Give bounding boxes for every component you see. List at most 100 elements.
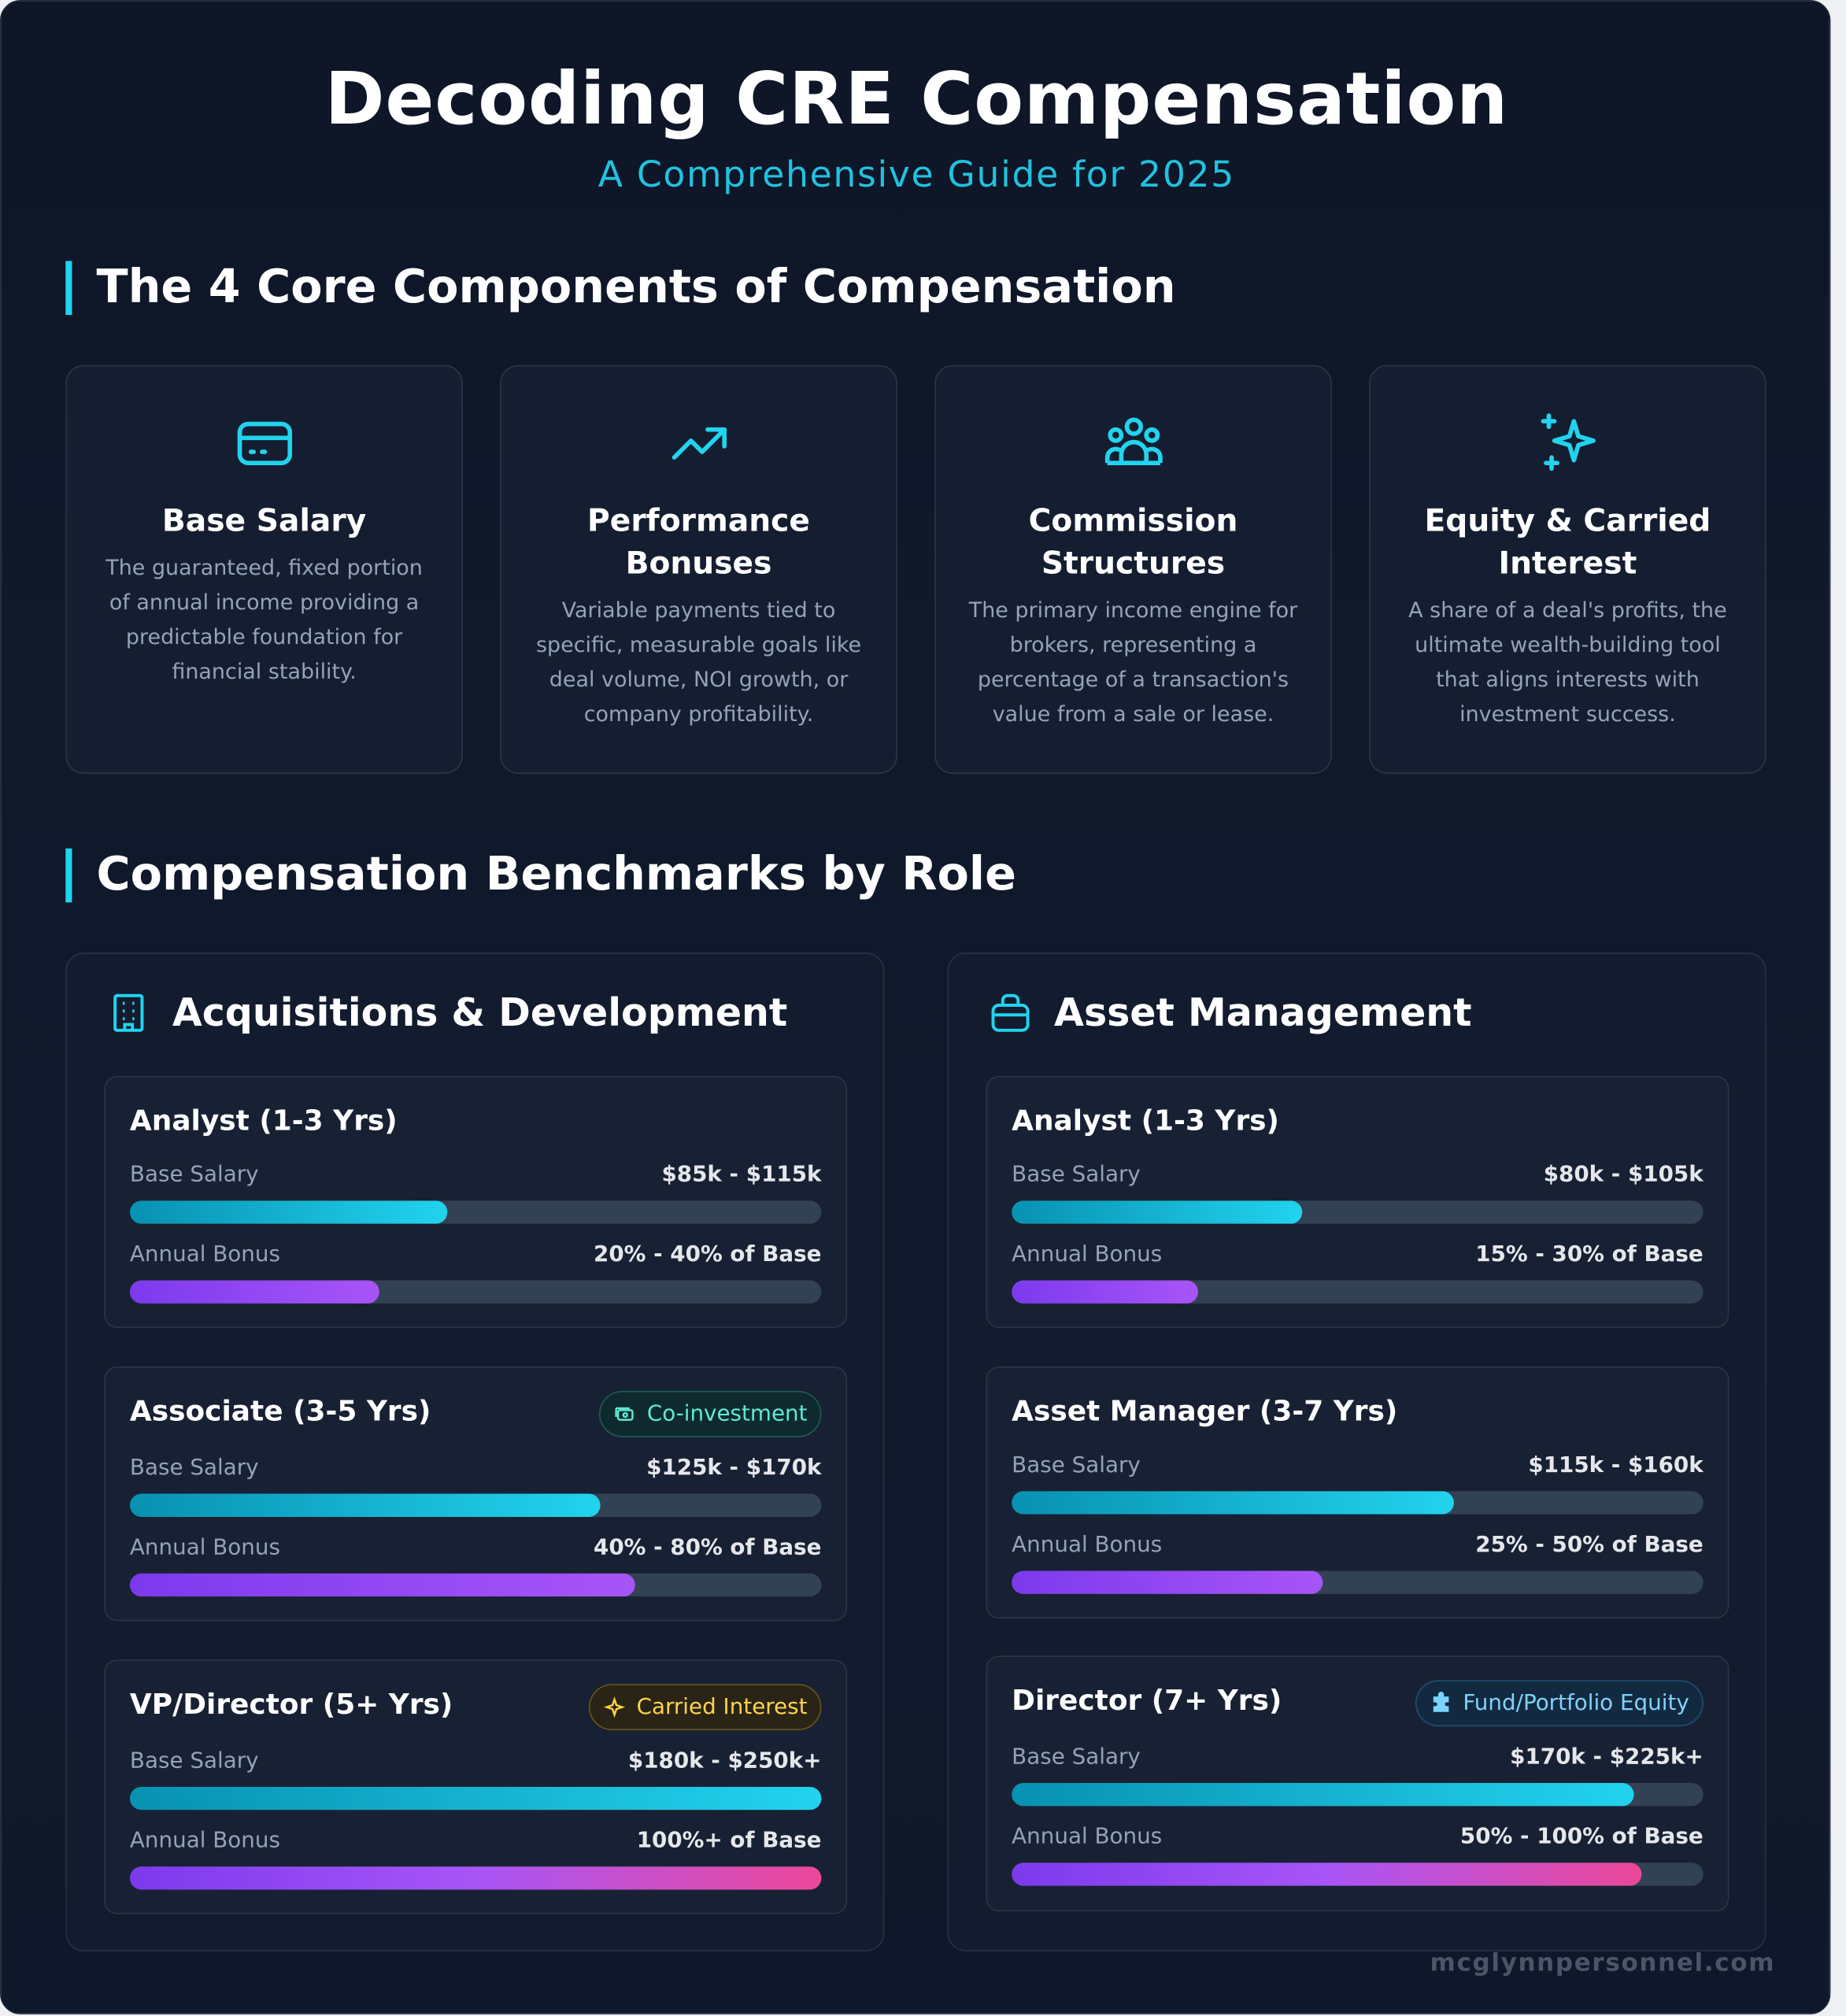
bonus-bar bbox=[129, 1866, 822, 1890]
card-description: A share of a deal's profits, the ultimat… bbox=[1408, 597, 1727, 727]
bonus-row: Annual Bonus 100%+ of Base bbox=[130, 1828, 822, 1854]
base-salary-row: Base Salary $80k - $105k bbox=[1012, 1162, 1704, 1188]
bonus-bar bbox=[129, 1280, 822, 1304]
bonus-value: 40% - 80% of Base bbox=[594, 1534, 822, 1561]
bonus-fill bbox=[1012, 1280, 1199, 1304]
base-salary-value: $85k - $115k bbox=[661, 1162, 822, 1188]
group-asset-management: Asset Management Analyst (1-3 Yrs) Base S… bbox=[947, 953, 1766, 1951]
base-salary-label: Base Salary bbox=[129, 1162, 259, 1188]
role-title: Analyst (1-3 Yrs) bbox=[1012, 1105, 1279, 1138]
card-title: Commission Structures bbox=[1028, 502, 1238, 582]
base-salary-label: Base Salary bbox=[1012, 1162, 1141, 1188]
bonus-bar bbox=[1012, 1862, 1704, 1886]
role-title: Director (7+ Yrs) bbox=[1012, 1685, 1282, 1718]
users-icon bbox=[1104, 417, 1162, 465]
role-card: Director (7+ Yrs) Fund/Portfolio Equity Ba… bbox=[986, 1655, 1729, 1912]
bonus-fill bbox=[1012, 1570, 1323, 1594]
base-salary-bar bbox=[1012, 1782, 1704, 1807]
role-badge: Carried Interest bbox=[589, 1684, 822, 1731]
role-card: Analyst (1-3 Yrs) Base Salary $85k - $115k… bbox=[104, 1075, 848, 1328]
bonus-fill bbox=[129, 1866, 822, 1890]
bonus-row: Annual Bonus 50% - 100% of Base bbox=[1012, 1824, 1704, 1850]
role-badge: Co-investment bbox=[599, 1390, 822, 1437]
puzzle-icon bbox=[1430, 1692, 1452, 1715]
base-salary-row: Base Salary $115k - $160k bbox=[1012, 1452, 1704, 1478]
component-card-performance-bonuses: Performance Bonuses Variable payments ti… bbox=[500, 364, 897, 775]
group-title: Acquisitions & Development bbox=[172, 990, 788, 1036]
base-salary-row: Base Salary $180k - $250k+ bbox=[130, 1748, 822, 1774]
base-salary-bar bbox=[1012, 1491, 1704, 1515]
trending-up-icon bbox=[671, 427, 727, 460]
card-title: Performance Bonuses bbox=[587, 502, 810, 582]
briefcase-icon bbox=[991, 993, 1030, 1032]
base-salary-value: $115k - $160k bbox=[1528, 1452, 1704, 1478]
base-salary-label: Base Salary bbox=[129, 1455, 259, 1481]
page-title: Decoding CRE Compensation bbox=[324, 57, 1509, 142]
badge-label: Carried Interest bbox=[636, 1694, 808, 1720]
base-salary-fill bbox=[1012, 1782, 1634, 1807]
money-icon bbox=[613, 1403, 636, 1426]
base-salary-value: $180k - $250k+ bbox=[627, 1748, 822, 1774]
role-title: Associate (3-5 Yrs) bbox=[129, 1396, 431, 1429]
base-salary-fill bbox=[129, 1786, 822, 1811]
base-salary-fill bbox=[1012, 1491, 1455, 1515]
role-card: VP/Director (5+ Yrs) Carried Interest Base… bbox=[104, 1659, 848, 1914]
section-heading-components: The 4 Core Components of Compensation bbox=[65, 261, 1176, 316]
base-salary-row: Base Salary $125k - $170k bbox=[130, 1456, 822, 1481]
base-salary-fill bbox=[1012, 1200, 1303, 1224]
base-salary-fill bbox=[129, 1200, 449, 1224]
bonus-value: 50% - 100% of Base bbox=[1459, 1824, 1704, 1850]
bonus-bar bbox=[129, 1573, 822, 1597]
bonus-fill bbox=[129, 1573, 635, 1597]
card-title: Base Salary bbox=[161, 502, 367, 539]
group-acquisitions: Acquisitions & Development Analyst (1-3 … bbox=[65, 953, 885, 1951]
role-card: Analyst (1-3 Yrs) Base Salary $80k - $105k… bbox=[986, 1075, 1729, 1328]
group-title: Asset Management bbox=[1054, 990, 1472, 1036]
role-card: Associate (3-5 Yrs) Co-investment Base Sal… bbox=[104, 1366, 848, 1622]
bonus-row: Annual Bonus 15% - 30% of Base bbox=[1012, 1241, 1704, 1267]
base-salary-label: Base Salary bbox=[1012, 1744, 1141, 1770]
bonus-value: 25% - 50% of Base bbox=[1475, 1532, 1704, 1559]
component-card-base-salary: Base Salary The guaranteed, fixed portio… bbox=[65, 364, 463, 775]
base-salary-bar bbox=[129, 1200, 822, 1224]
card-description: The primary income engine for brokers, r… bbox=[968, 597, 1298, 727]
base-salary-row: Base Salary $85k - $115k bbox=[130, 1162, 822, 1188]
bonus-row: Annual Bonus 20% - 40% of Base bbox=[130, 1241, 822, 1267]
base-salary-row: Base Salary $170k - $225k+ bbox=[1012, 1744, 1704, 1770]
building-icon bbox=[113, 993, 144, 1032]
base-salary-value: $125k - $170k bbox=[646, 1455, 822, 1481]
section-heading-benchmarks: Compensation Benchmarks by Role bbox=[65, 848, 1016, 903]
bonus-bar bbox=[1012, 1280, 1704, 1304]
base-salary-bar bbox=[129, 1493, 822, 1517]
sparkle-icon bbox=[603, 1696, 626, 1718]
base-salary-bar bbox=[1012, 1200, 1704, 1224]
card-title: Equity & Carried Interest bbox=[1424, 502, 1711, 582]
card-description: The guaranteed, fixed portion of annual … bbox=[105, 555, 423, 684]
badge-label: Fund/Portfolio Equity bbox=[1463, 1690, 1689, 1717]
bonus-bar bbox=[1012, 1570, 1704, 1594]
sparkles-icon bbox=[1540, 413, 1596, 472]
role-badge: Fund/Portfolio Equity bbox=[1415, 1680, 1704, 1727]
badge-label: Co-investment bbox=[646, 1400, 808, 1427]
role-title: VP/Director (5+ Yrs) bbox=[129, 1689, 453, 1722]
component-card-commission: Commission Structures The primary income… bbox=[934, 364, 1332, 775]
card-description: Variable payments tied to specific, meas… bbox=[535, 597, 862, 727]
base-salary-value: $80k - $105k bbox=[1543, 1162, 1704, 1188]
role-card: Asset Manager (3-7 Yrs) Base Salary $115k … bbox=[986, 1366, 1729, 1618]
bonus-fill bbox=[1012, 1862, 1641, 1886]
base-salary-label: Base Salary bbox=[129, 1748, 259, 1774]
credit-card-icon bbox=[236, 421, 292, 465]
bonus-row: Annual Bonus 40% - 80% of Base bbox=[130, 1535, 822, 1561]
bonus-label: Annual Bonus bbox=[1012, 1824, 1163, 1850]
bonus-label: Annual Bonus bbox=[129, 1534, 280, 1561]
bonus-value: 100%+ of Base bbox=[636, 1828, 822, 1854]
base-salary-bar bbox=[129, 1786, 822, 1811]
role-title: Analyst (1-3 Yrs) bbox=[129, 1105, 398, 1138]
base-salary-value: $170k - $225k+ bbox=[1510, 1744, 1704, 1770]
page-subtitle: A Comprehensive Guide for 2025 bbox=[597, 153, 1235, 196]
component-card-equity: Equity & Carried Interest A share of a d… bbox=[1369, 364, 1766, 775]
base-salary-fill bbox=[129, 1493, 601, 1517]
role-title: Asset Manager (3-7 Yrs) bbox=[1012, 1396, 1398, 1429]
